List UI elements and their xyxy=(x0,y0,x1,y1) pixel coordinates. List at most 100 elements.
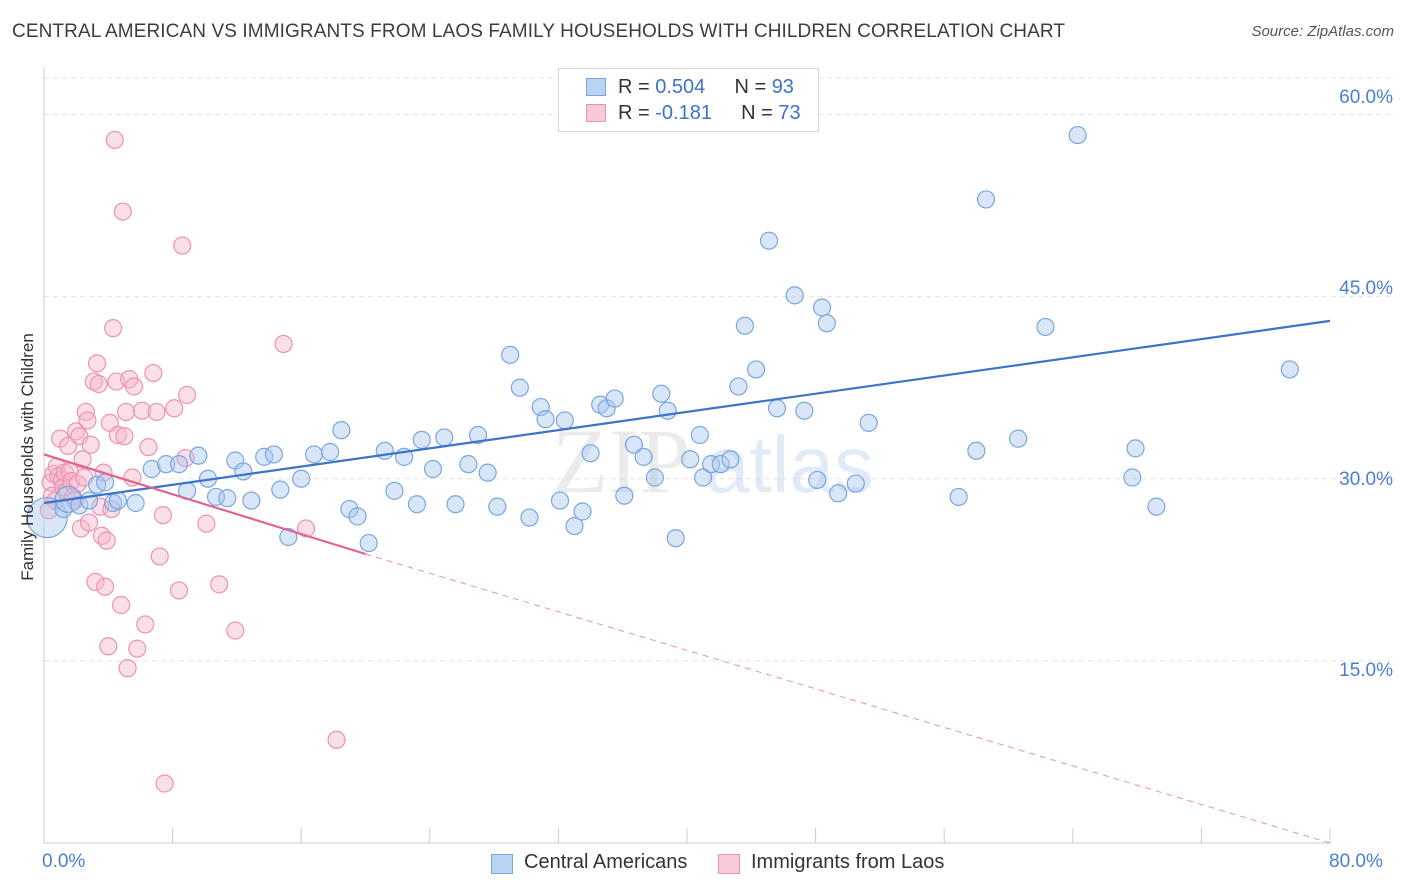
data-point-central-american xyxy=(759,231,779,250)
data-point-central-american xyxy=(218,489,237,508)
data-point-laos xyxy=(210,575,229,594)
trend-line-laos xyxy=(43,453,366,556)
data-point-laos xyxy=(108,425,128,445)
data-point-laos xyxy=(169,581,189,600)
legend-r-label: R = xyxy=(618,76,656,98)
data-point-central-american xyxy=(234,462,253,481)
data-point-laos xyxy=(78,411,97,430)
data-point-central-american xyxy=(189,446,208,465)
trend-line-central-americans xyxy=(43,319,1331,505)
bottom-legend-label: Central Americans xyxy=(524,851,688,873)
data-point-central-american xyxy=(468,425,488,445)
data-point-central-american xyxy=(501,345,520,364)
data-point-central-american xyxy=(658,401,677,420)
data-point-central-american xyxy=(126,493,145,513)
data-point-laos xyxy=(104,319,123,338)
bottom-legend-swatch-blue xyxy=(491,854,513,874)
data-point-central-american xyxy=(520,508,539,527)
data-point-central-american xyxy=(785,286,804,305)
data-point-central-american xyxy=(605,389,624,408)
data-point-central-american xyxy=(1280,360,1299,379)
data-point-central-american xyxy=(108,491,128,510)
data-point-laos xyxy=(274,334,293,354)
data-point-central-american xyxy=(510,378,529,397)
x-tick-label-max: 80.0% xyxy=(1329,851,1383,872)
data-point-laos xyxy=(155,774,174,793)
data-point-central-american xyxy=(859,413,878,432)
stats-legend: R = 0.504 N = 93 R = -0.181 N = 73 xyxy=(558,68,819,132)
bottom-legend-label: Immigrants from Laos xyxy=(751,851,945,873)
data-point-central-american xyxy=(26,496,68,539)
bottom-legend-swatch-pink xyxy=(718,854,740,874)
data-point-central-american xyxy=(1068,125,1087,145)
data-point-laos xyxy=(296,519,316,538)
data-point-laos xyxy=(97,531,116,550)
data-point-laos xyxy=(79,513,99,532)
trend-lines xyxy=(43,319,1331,844)
data-point-laos xyxy=(177,385,197,405)
data-point-central-american xyxy=(967,441,986,460)
series-laos-points xyxy=(39,130,346,793)
gridlines xyxy=(44,77,1395,662)
data-point-central-american xyxy=(1126,439,1145,458)
data-point-central-american xyxy=(729,377,748,396)
data-point-central-american xyxy=(279,527,298,547)
trend-line-laos-extension xyxy=(365,553,1331,844)
data-point-central-american xyxy=(359,533,378,553)
data-point-central-american xyxy=(95,473,115,492)
data-point-central-american xyxy=(348,507,367,526)
data-point-central-american xyxy=(79,491,99,510)
data-point-central-american xyxy=(581,444,600,463)
data-point-laos xyxy=(124,377,144,396)
data-point-central-american xyxy=(735,316,754,335)
data-point-central-american xyxy=(478,463,497,482)
data-point-central-american xyxy=(435,428,454,447)
data-point-laos xyxy=(128,639,147,658)
data-point-central-american xyxy=(812,298,832,317)
data-point-central-american xyxy=(1036,317,1055,337)
data-point-laos xyxy=(136,615,155,634)
data-point-laos xyxy=(86,572,105,592)
data-point-central-american xyxy=(624,435,644,454)
data-point-central-american xyxy=(976,190,996,209)
data-point-laos xyxy=(197,514,216,533)
data-point-central-american xyxy=(949,487,968,507)
data-point-laos xyxy=(173,236,192,255)
data-point-central-american xyxy=(321,442,340,462)
data-point-central-american xyxy=(550,491,570,510)
data-point-laos xyxy=(81,435,100,454)
data-point-central-american xyxy=(846,474,865,493)
data-point-laos xyxy=(95,577,115,596)
data-point-central-american xyxy=(690,425,709,445)
chart-title: CENTRAL AMERICAN VS IMMIGRANTS FROM LAOS… xyxy=(12,21,1066,42)
legend-n-label: N = xyxy=(734,76,772,98)
data-point-central-american xyxy=(536,410,555,429)
y-tick-label-30: 30.0% xyxy=(1339,469,1393,490)
data-point-central-american xyxy=(1123,468,1142,487)
data-point-laos xyxy=(327,730,346,749)
legend-r-label: R = xyxy=(618,102,656,124)
data-point-central-american xyxy=(681,450,700,469)
data-point-laos xyxy=(139,438,158,457)
data-point-central-american xyxy=(573,502,592,521)
data-point-central-american xyxy=(634,447,653,466)
data-point-central-american xyxy=(385,481,404,500)
legend-swatch-blue xyxy=(586,78,606,96)
data-point-central-american xyxy=(1147,497,1166,516)
legend-n-value: 93 xyxy=(771,76,794,98)
data-point-central-american xyxy=(292,469,311,488)
data-point-laos xyxy=(118,659,137,678)
data-point-central-american xyxy=(459,455,478,474)
data-point-central-american xyxy=(1009,429,1028,448)
data-point-central-american xyxy=(666,529,685,548)
data-point-central-american xyxy=(645,468,664,487)
data-point-laos xyxy=(150,547,169,566)
data-point-central-american xyxy=(747,360,766,379)
data-point-laos xyxy=(226,621,245,640)
data-point-laos xyxy=(99,637,118,656)
data-point-central-american xyxy=(555,411,574,430)
data-point-laos xyxy=(105,130,124,150)
y-axis-title: Family Households with Children xyxy=(18,333,37,581)
data-point-laos xyxy=(132,401,152,420)
